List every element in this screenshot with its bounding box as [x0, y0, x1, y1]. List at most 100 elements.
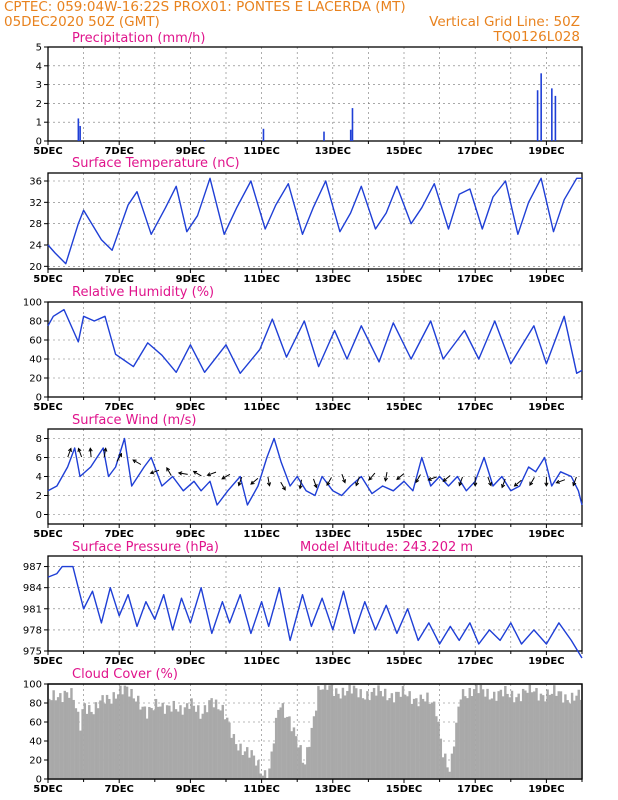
cloud-bar — [157, 706, 160, 779]
cloud-ytick-label: 0 — [36, 775, 42, 786]
cloud-bar — [386, 700, 389, 779]
cloud-bar — [54, 700, 58, 779]
wind-arrow — [221, 473, 231, 480]
cloud-bar — [94, 702, 98, 779]
cloud-bar — [517, 693, 520, 779]
cloud-bar — [541, 695, 545, 779]
cloud-bar — [88, 705, 91, 779]
pres-xtick-label: 7DEC — [104, 656, 133, 667]
cloud-bar — [125, 686, 129, 779]
cloud-bar — [446, 767, 449, 779]
cloud-bar — [110, 703, 113, 779]
temperature-title: Surface Temperature (nC) — [72, 156, 240, 171]
header-grid-note: Vertical Grid Line: 50Z — [429, 14, 580, 30]
cloud-bar — [261, 775, 265, 779]
cloud-bar — [179, 705, 182, 779]
cloud-cover-title: Cloud Cover (%) — [72, 667, 178, 682]
cloud-bar — [119, 685, 122, 779]
cloud-bar — [564, 694, 567, 779]
pressure-title: Surface Pressure (hPa) — [72, 540, 219, 555]
temp-xtick-label: 5DEC — [33, 274, 62, 285]
cloud-bar — [459, 699, 463, 779]
wind-arrow — [341, 474, 346, 484]
wind-arrow — [237, 476, 243, 487]
cloud-bar — [519, 701, 523, 779]
precip-ytick-label: 2 — [36, 99, 42, 110]
cloud-bar — [190, 698, 193, 779]
temp-xtick-label: 9DEC — [176, 274, 205, 285]
cloud-bar — [346, 691, 349, 779]
cloud-bar — [239, 743, 242, 779]
cloud-bar — [208, 700, 211, 779]
pres-xtick-label: 17DEC — [457, 656, 493, 667]
cloud-bar — [319, 689, 322, 779]
wind-xtick-label: 15DEC — [386, 529, 422, 540]
rh-ytick-label: 100 — [23, 298, 42, 309]
wind-arrow — [396, 473, 405, 481]
precip-xtick-label: 11DEC — [243, 146, 279, 157]
precip-xtick-label: 7DEC — [104, 146, 133, 157]
rh-xtick-label: 7DEC — [104, 402, 133, 413]
precip-xtick-label: 17DEC — [457, 146, 493, 157]
temp-xtick-label: 17DEC — [457, 274, 493, 285]
wind-arrow — [487, 476, 492, 487]
cloud-bar — [123, 685, 127, 779]
precip-bar — [536, 90, 539, 141]
cloud-bar — [326, 689, 329, 779]
wind-xtick-label: 7DEC — [104, 529, 133, 540]
wind-arrow — [280, 481, 286, 491]
cloud-bar — [410, 703, 414, 779]
precip-bar — [554, 95, 557, 141]
cloud-bar — [419, 694, 422, 779]
cloud-bar — [508, 697, 511, 779]
wind-arrow — [166, 467, 172, 476]
temp-xtick-label: 15DEC — [386, 274, 422, 285]
cloud-bar — [328, 685, 331, 779]
cloud-bar — [294, 736, 298, 779]
cloud-bar — [212, 707, 216, 779]
cloud-bar — [114, 698, 118, 779]
cloud-bar — [277, 709, 280, 779]
cloud-bar — [521, 688, 525, 779]
cloud-bar — [486, 688, 489, 779]
wind-arrow — [313, 478, 318, 489]
wind-arrow — [266, 476, 272, 487]
cloud-bar — [243, 751, 247, 779]
cloud-bar — [495, 700, 498, 779]
cloud-bar — [577, 689, 580, 779]
cloud-bar — [404, 694, 407, 779]
precip-bar — [351, 108, 354, 141]
cloud-bar — [348, 684, 351, 779]
cloud-bar — [59, 693, 62, 779]
cloud-bar — [310, 727, 313, 779]
cloud-bar — [90, 711, 93, 779]
cloud-bar — [337, 693, 340, 779]
cloud-bar — [254, 765, 258, 779]
rh-xtick-label: 13DEC — [315, 402, 351, 413]
precip-xtick-label: 5DEC — [33, 146, 62, 157]
cloud-bar — [108, 698, 111, 779]
cloud-bar — [81, 709, 84, 779]
cloud-xtick-label: 11DEC — [243, 784, 279, 795]
pres-ytick-label: 987 — [23, 562, 42, 573]
temperature-panel: Surface Temperature (nC) 20 24 28 32 36 5DEC 7… — [29, 156, 583, 285]
cloud-bar — [484, 696, 487, 779]
cloud-bar — [555, 695, 558, 779]
cloud-bar — [479, 684, 483, 779]
cloud-bar — [330, 684, 333, 779]
cloud-bar — [493, 691, 496, 779]
cloud-bar — [192, 705, 196, 779]
cloud-bar — [435, 716, 438, 779]
wind-arrow — [298, 479, 303, 490]
cloud-bar — [399, 696, 402, 779]
cloud-bar — [317, 686, 320, 779]
cloud-bar — [85, 713, 89, 779]
precip-bar — [77, 118, 80, 141]
rh-frame — [47, 301, 583, 398]
temp-xtick-label: 19DEC — [528, 274, 564, 285]
cloud-xtick-label: 9DEC — [176, 784, 205, 795]
cloud-bar — [237, 750, 240, 779]
precip-ytick-label: 0 — [36, 137, 42, 148]
temp-series-line — [47, 177, 582, 265]
cloud-ytick-label: 80 — [29, 699, 42, 710]
